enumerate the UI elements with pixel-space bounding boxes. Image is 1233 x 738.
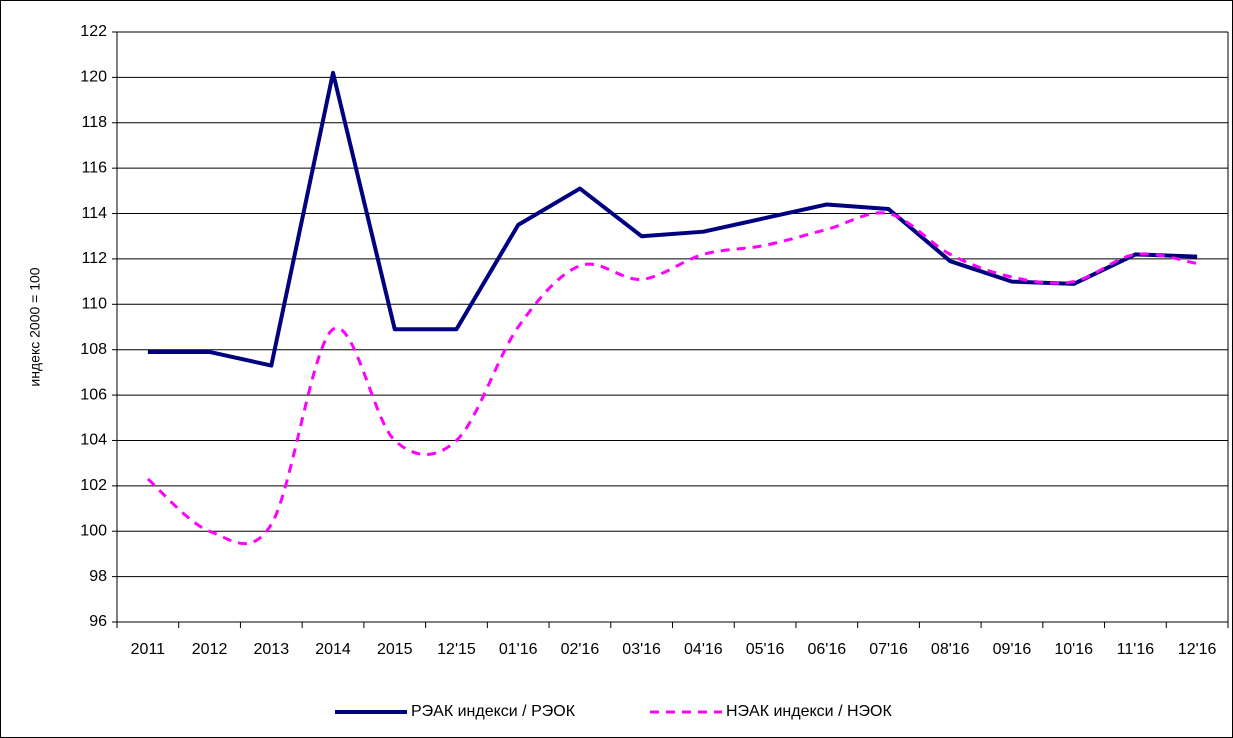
y-tick-label: 98 [89, 568, 107, 585]
x-tick-label: 07'16 [869, 641, 908, 658]
y-tick-label: 96 [89, 613, 107, 630]
x-tick-label: 2013 [254, 641, 290, 658]
x-tick-label: 01'16 [499, 641, 538, 658]
line-series [147, 70, 1198, 368]
x-tick-label: 12'16 [1178, 641, 1217, 658]
y-tick-label: 118 [81, 114, 107, 131]
y-tick-label: 122 [80, 23, 107, 40]
x-tick-label: 05'16 [746, 641, 785, 658]
x-tick-label: 06'16 [807, 641, 846, 658]
y-tick-label: 100 [80, 522, 107, 539]
legend-label: НЭАК индекси / НЭОК [726, 703, 892, 720]
y-tick-label: 106 [80, 386, 107, 403]
x-tick-label: 03'16 [622, 641, 661, 658]
x-tick-label: 04'16 [684, 641, 723, 658]
legend-label: РЭАК индекси / РЭОК [411, 703, 576, 720]
x-tick-label: 2012 [192, 641, 228, 658]
y-tick-label: 116 [81, 159, 107, 176]
y-tick-label: 102 [80, 477, 107, 494]
y-tick-label: 108 [80, 341, 107, 358]
line-series [146, 211, 1198, 546]
y-tick-label: 110 [81, 296, 107, 313]
x-tick-label: 08'16 [931, 641, 970, 658]
x-tick-label: 2011 [131, 641, 166, 658]
y-tick-label: 120 [80, 69, 107, 86]
y-tick-label: 112 [81, 250, 107, 267]
x-tick-label: 11'16 [1117, 641, 1155, 658]
y-tick-label: 114 [81, 205, 107, 222]
y-axis-label: индекс 2000 = 100 [27, 267, 43, 386]
x-tick-label: 02'16 [561, 641, 600, 658]
x-tick-label: 12'15 [437, 641, 476, 658]
y-tick-label: 104 [80, 432, 107, 449]
x-tick-label: 10'16 [1054, 641, 1093, 658]
x-tick-label: 09'16 [993, 641, 1032, 658]
x-tick-label: 2015 [377, 641, 413, 658]
x-tick-label: 2014 [315, 641, 351, 658]
